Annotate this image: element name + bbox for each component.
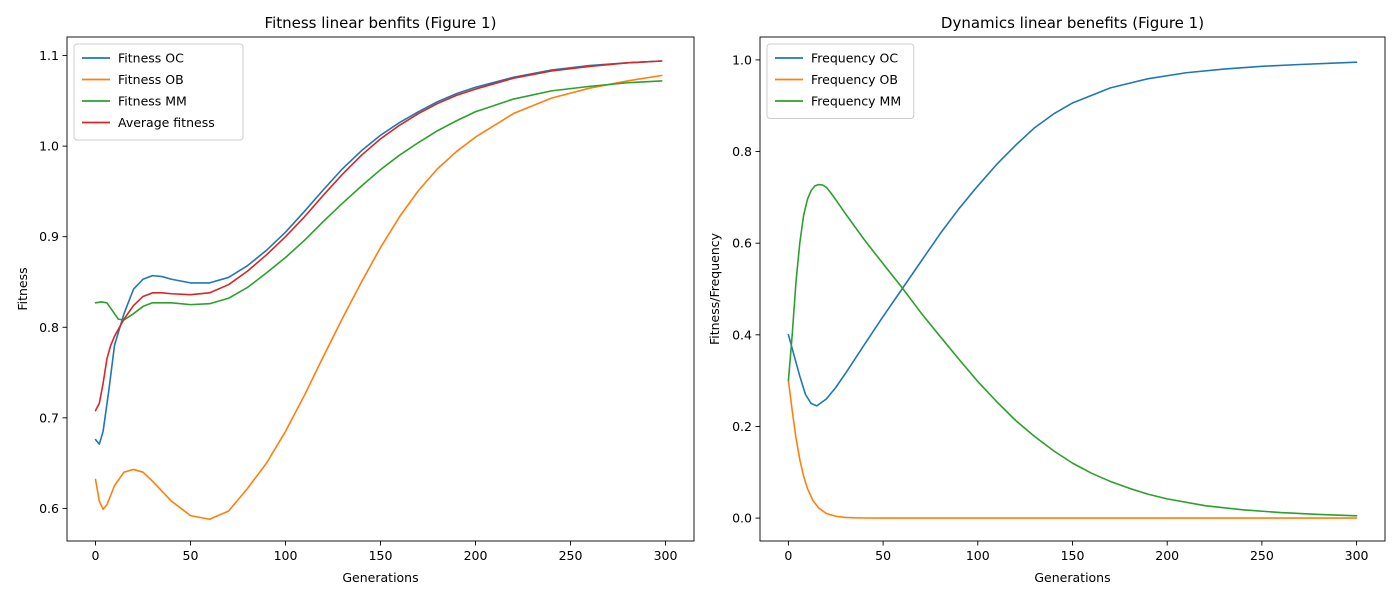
chart0-y-tick-label: 0.6 [39, 501, 59, 516]
chart1-x-tick-label: 100 [966, 548, 990, 563]
chart1-legend-label-frequency-oc: Frequency OC [811, 51, 898, 66]
chart0-legend-box [73, 43, 244, 141]
chart1-y-tick-label: 0.6 [732, 236, 752, 251]
chart1-title: Dynamics linear benefits (Figure 1) [941, 14, 1204, 32]
chart0-y-tick-label: 0.7 [39, 410, 59, 425]
chart0-series-group [94, 60, 663, 521]
chart0-x-tick-label: 200 [464, 548, 488, 563]
chart1-legend: Frequency OC Frequency OB Frequency MM [766, 43, 915, 119]
chart1-x-tick-label: 0 [784, 548, 792, 563]
chart0-y-tick-label: 1.1 [39, 48, 59, 63]
chart1-legend-box [766, 43, 915, 119]
chart0-x-tick-label: 100 [274, 548, 298, 563]
chart1-y-tick-label: 0.4 [732, 327, 752, 342]
chart1-y-tick-label: 0.8 [732, 144, 752, 159]
chart0-x-tick-label: 300 [654, 548, 678, 563]
chart0-x-tick-label: 250 [559, 548, 583, 563]
chart1-x-tick-label: 250 [1250, 548, 1274, 563]
chart1-series-line-frequency-oc [787, 61, 1358, 407]
chart1-legend-label-frequency-mm: Frequency MM [811, 94, 901, 109]
chart0-series-line-average-fitness [94, 60, 663, 412]
chart0-x-axis-label: Generations [342, 570, 418, 585]
chart1-y-tick-label: 0.2 [732, 419, 752, 434]
chart1-y-tick-label: 1.0 [732, 52, 752, 67]
chart1-series-line-frequency-mm [787, 183, 1358, 517]
chart0-series-line-fitness-ob [94, 74, 663, 521]
chart1-x-axis-label: Generations [1034, 570, 1110, 585]
chart0-x-tick-label: 0 [92, 548, 100, 563]
dynamics-chart: 0 50 100 150 200 250 300 0.0 0.2 0.4 0.6 0.8 1.0 Dyna… [707, 14, 1386, 585]
chart0-x-tick-label: 150 [369, 548, 393, 563]
chart1-series-group [787, 61, 1358, 519]
chart0-y-axis-label: Fitness [15, 267, 30, 310]
chart0-x-tick-label: 50 [183, 548, 199, 563]
chart1-x-tick-label: 300 [1345, 548, 1369, 563]
chart0-legend-label-fitness-oc: Fitness OC [118, 51, 184, 66]
chart0-y-tick-label: 1.0 [39, 139, 59, 154]
chart0-legend-label-average-fitness: Average fitness [118, 115, 215, 130]
chart0-legend-label-fitness-mm: Fitness MM [118, 94, 187, 109]
chart1-x-tick-label: 200 [1155, 548, 1179, 563]
chart0-y-tick-label: 0.8 [39, 320, 59, 335]
chart0-legend: Fitness OC Fitness OB Fitness MM Average fi… [73, 43, 244, 141]
chart1-x-tick-label: 50 [875, 548, 891, 563]
fitness-chart: 0 50 100 150 200 250 300 0.6 0.7 0.8 0.9 1.0 1.1 Fitn… [15, 14, 695, 585]
chart1-y-axis-label: Fitness/Frequency [707, 232, 722, 345]
chart0-title: Fitness linear benfits (Figure 1) [265, 14, 497, 32]
chart1-legend-label-frequency-ob: Frequency OB [811, 72, 898, 87]
chart0-y-tick-label: 0.9 [39, 229, 59, 244]
chart0-series-line-fitness-oc [94, 60, 663, 445]
chart1-x-tick-label: 150 [1061, 548, 1085, 563]
chart1-y-tick-label: 0.0 [732, 511, 752, 526]
chart0-legend-label-fitness-ob: Fitness OB [118, 72, 184, 87]
chart1-series-line-frequency-ob [787, 379, 1358, 519]
